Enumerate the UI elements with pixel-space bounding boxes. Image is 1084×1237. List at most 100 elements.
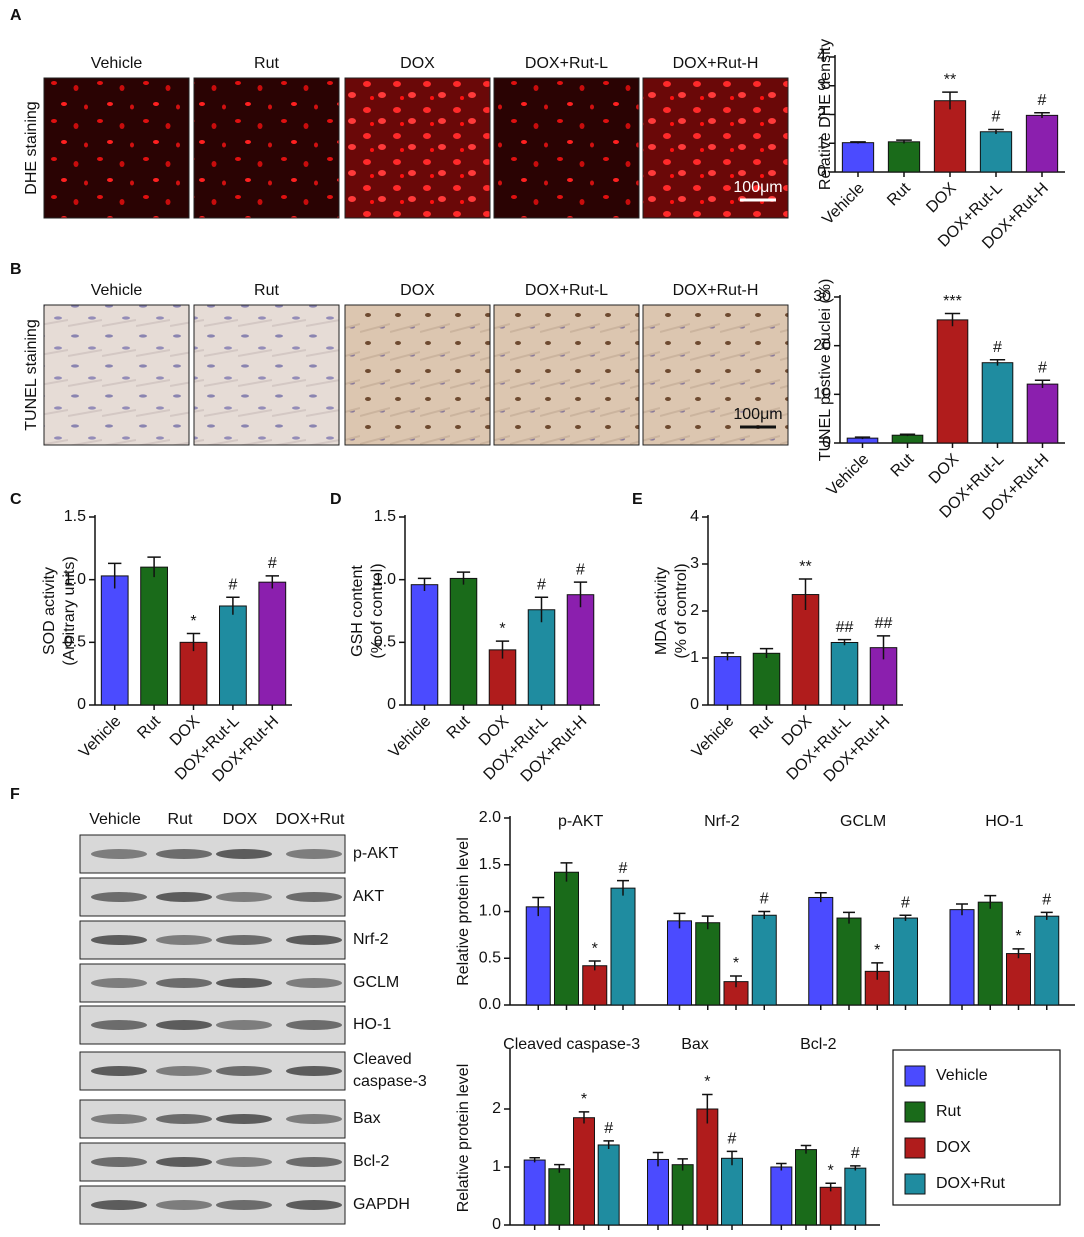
error-bar	[726, 1150, 738, 1166]
blot-band	[286, 892, 342, 902]
legend-label: DOX	[936, 1139, 971, 1156]
blot-row-label: Nrf-2	[353, 931, 389, 948]
scale-bar-label: 100μm	[733, 406, 782, 423]
y-tick-label: 20	[813, 337, 831, 354]
micrograph	[344, 77, 491, 219]
y-tick-label: 0	[690, 696, 699, 713]
error-bar	[417, 577, 432, 591]
image-caption: Rut	[254, 55, 279, 72]
y-tick-label: 1.0	[374, 571, 396, 588]
blot-band	[286, 935, 342, 945]
blot-column-label: Vehicle	[89, 811, 141, 828]
significance-mark: #	[576, 561, 585, 578]
error-bar	[560, 862, 573, 882]
significance-mark: **	[944, 71, 956, 88]
bar	[808, 896, 834, 1006]
error-bar	[989, 359, 1006, 366]
blot-row-label: AKT	[353, 888, 384, 905]
bar	[1026, 383, 1059, 444]
bar	[949, 909, 975, 1006]
image-caption: Vehicle	[91, 282, 143, 299]
x-tick-label: DOX	[167, 713, 204, 750]
bar	[410, 584, 439, 706]
bar	[582, 965, 608, 1006]
bar	[936, 319, 969, 444]
error-bar	[854, 436, 871, 440]
error-bar	[899, 433, 916, 437]
x-tick-label: DOX	[923, 180, 960, 217]
bar	[179, 641, 208, 706]
blot-band	[216, 1200, 272, 1210]
error-bar	[226, 596, 240, 615]
error-bar	[988, 128, 1004, 135]
significance-mark: *	[499, 620, 505, 637]
group-label: Nrf-2	[704, 813, 740, 830]
y-axis-title: Relative protein level	[455, 1064, 472, 1213]
error-bar	[673, 912, 686, 929]
group-label: Bcl-2	[800, 1036, 837, 1053]
blot-band	[156, 1020, 212, 1030]
legend-swatch	[904, 1173, 926, 1195]
error-bar	[942, 91, 958, 110]
x-tick-label: Rut	[444, 712, 474, 742]
panel-label: E	[632, 491, 643, 508]
y-tick-label: 0	[77, 696, 86, 713]
error-bar	[588, 960, 601, 971]
bar	[573, 1117, 595, 1226]
bar	[819, 1186, 842, 1226]
significance-mark: #	[1038, 92, 1047, 109]
blot-band	[156, 892, 212, 902]
significance-mark: #	[851, 1145, 860, 1162]
y-tick-label: 3	[690, 555, 699, 572]
error-bar	[842, 911, 856, 924]
significance-mark: **	[799, 558, 811, 575]
y-axis-title: TUNEL postive nuclei (%)	[817, 279, 834, 462]
blot-band	[286, 1200, 342, 1210]
y-tick-label: 0.5	[374, 634, 396, 651]
bar	[525, 906, 551, 1006]
blot-band	[91, 1157, 147, 1167]
panel-label: C	[10, 491, 22, 508]
y-tick-label: 2.0	[479, 809, 501, 826]
significance-mark: *	[874, 942, 880, 959]
bar	[548, 1168, 571, 1226]
error-bar	[265, 575, 279, 589]
blot-band	[216, 1114, 272, 1124]
image-caption: Rut	[254, 282, 279, 299]
error-bar	[798, 578, 813, 611]
bar	[140, 566, 168, 706]
error-bar	[814, 892, 827, 903]
blot-column-label: Rut	[168, 811, 193, 828]
panel-label: F	[10, 786, 20, 803]
blot-band	[156, 1114, 212, 1124]
y-tick-label: 1.5	[374, 508, 396, 525]
blot-band	[91, 1066, 147, 1076]
error-bar	[1034, 112, 1050, 118]
y-tick-label: 2	[690, 602, 699, 619]
blot-band	[216, 892, 272, 902]
panel-label: B	[10, 261, 22, 278]
y-axis-title: MDA activity	[653, 567, 670, 655]
micrograph	[344, 304, 491, 446]
error-bar	[532, 896, 545, 917]
blot-band	[156, 1066, 212, 1076]
image-caption: Vehicle	[91, 55, 143, 72]
significance-mark: #	[228, 576, 237, 593]
bar	[566, 594, 595, 706]
error-bar	[729, 975, 743, 988]
scale-bar-label: 100μm	[733, 179, 782, 196]
micrograph	[43, 77, 190, 219]
bar	[892, 917, 919, 1006]
error-bar	[529, 1156, 540, 1163]
bar	[488, 649, 517, 706]
image-caption: DOX	[400, 282, 435, 299]
group-label: p-AKT	[558, 813, 604, 830]
y-axis-title: (% of control)	[369, 563, 386, 658]
blot-band	[216, 1066, 272, 1076]
group-label: HO-1	[985, 813, 1023, 830]
bar	[844, 1167, 867, 1226]
micrograph	[193, 77, 340, 219]
error-bar	[759, 647, 774, 658]
significance-mark: #	[604, 1120, 613, 1137]
